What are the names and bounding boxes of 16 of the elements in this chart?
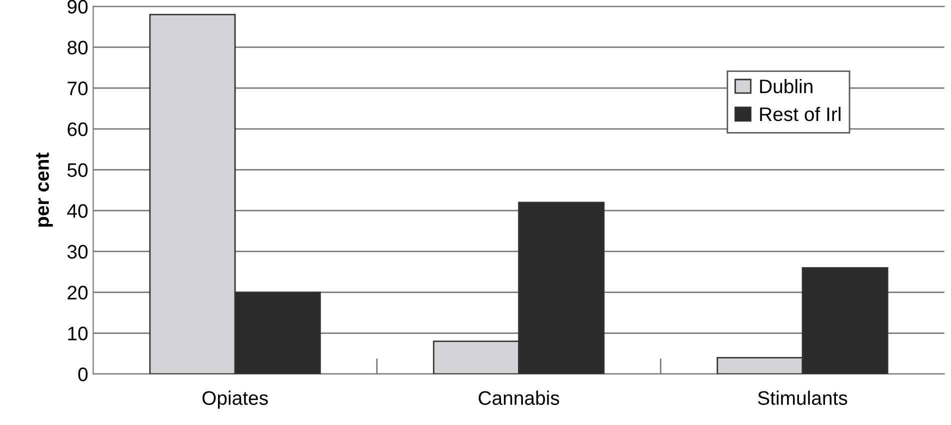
y-tick-label: 10: [68, 326, 88, 340]
y-tick-label: 20: [68, 286, 88, 300]
y-tick-label: 90: [68, 0, 88, 14]
x-tick-label: Cannabis: [478, 390, 560, 405]
legend-label: Rest of Irl: [760, 106, 840, 122]
y-tick-label: 60: [68, 122, 88, 136]
y-axis-title: per cent: [36, 152, 53, 227]
y-tick-label: 30: [67, 244, 88, 259]
y-tick-label: 40: [67, 204, 88, 218]
y-tick-label: 0: [78, 367, 88, 382]
x-tick-label: Stimulants: [758, 390, 848, 405]
legend-label: Dublin: [760, 79, 812, 94]
x-tick-label: Opiates: [202, 390, 268, 409]
y-tick-label: 80: [68, 40, 88, 54]
y-tick-label: 50: [67, 163, 88, 177]
y-tick-label: 70: [68, 82, 88, 96]
